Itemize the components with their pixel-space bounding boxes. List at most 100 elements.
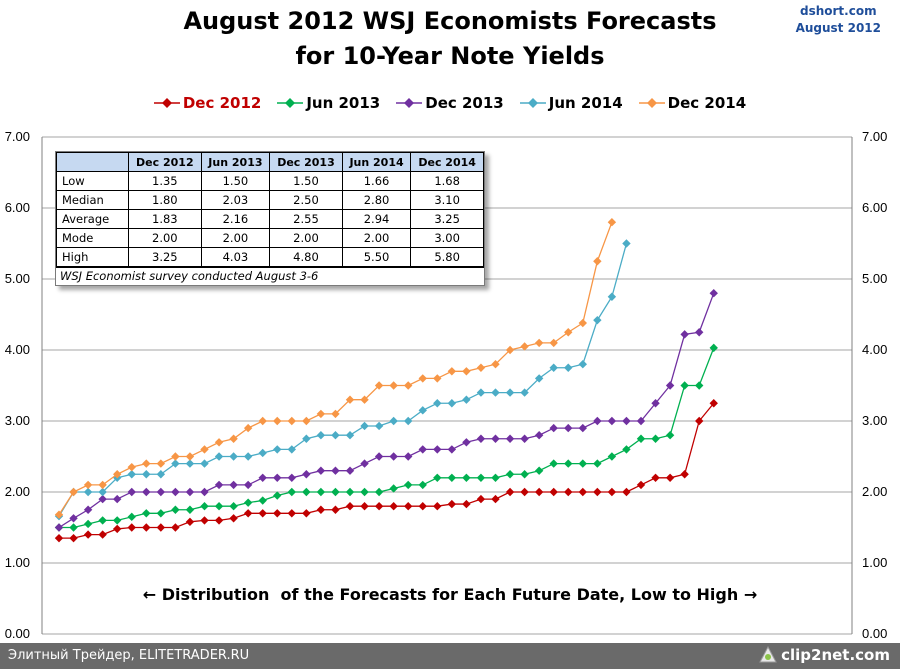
legend-marker-icon — [153, 98, 180, 108]
data-point — [418, 480, 427, 490]
data-point — [243, 423, 253, 433]
data-point — [534, 374, 544, 383]
data-point — [142, 509, 151, 518]
data-point — [491, 494, 500, 504]
data-point — [142, 470, 151, 479]
data-point — [287, 473, 296, 482]
y-tick-label-left: 3.00 — [5, 413, 30, 428]
series-line-dec-2013 — [58, 292, 715, 529]
data-point — [564, 328, 573, 337]
data-point — [607, 218, 617, 227]
clip2net-icon — [759, 646, 777, 663]
stats-cell: 3.10 — [410, 190, 484, 210]
data-point — [69, 487, 78, 497]
data-point — [433, 399, 442, 408]
stats-cell: 2.00 — [341, 228, 412, 248]
chart-plot: 0.00 0.001.00 1.002.00 2.003.00 3.004.00 4.00… — [5, 129, 888, 641]
data-point — [447, 473, 457, 482]
data-point — [665, 473, 675, 482]
y-tick-label-left: 5.00 — [5, 271, 30, 286]
data-point — [345, 466, 355, 475]
stats-cell: 2.00 — [269, 228, 343, 248]
data-point — [156, 523, 166, 532]
data-point — [578, 423, 587, 433]
data-point — [695, 328, 704, 337]
legend-item-dec-2012: Dec 2012 — [153, 94, 261, 112]
data-point — [709, 399, 718, 408]
data-point — [98, 530, 107, 539]
data-point — [389, 416, 398, 426]
data-point — [185, 459, 195, 468]
data-point — [374, 421, 384, 431]
data-point — [185, 487, 195, 497]
stats-cell: 1.80 — [128, 190, 202, 210]
data-point — [185, 452, 195, 461]
data-point — [447, 399, 457, 408]
stats-row-mode: Mode 2.00 2.00 2.00 2.00 3.00 — [56, 228, 484, 248]
data-point — [243, 480, 253, 490]
data-point — [476, 434, 486, 443]
data-point — [214, 502, 224, 511]
stats-row-low: Low 1.35 1.50 1.50 1.66 1.68 — [56, 171, 484, 191]
data-point — [433, 502, 442, 511]
data-point — [520, 434, 529, 443]
y-tick-label-right: 0.00 — [862, 626, 887, 641]
data-point — [258, 473, 267, 482]
data-point — [462, 438, 471, 447]
stats-column-header: Dec 2012 — [128, 152, 202, 172]
data-point — [476, 363, 486, 372]
data-point — [549, 423, 558, 433]
data-point — [709, 289, 718, 298]
y-tick-label-left: 1.00 — [5, 555, 30, 570]
data-point — [243, 498, 253, 507]
y-tick-label-left: 2.00 — [5, 484, 30, 499]
data-point — [229, 502, 238, 511]
data-point — [360, 421, 369, 431]
data-point — [520, 342, 529, 351]
data-point — [549, 459, 558, 468]
data-point — [593, 257, 602, 266]
data-point — [447, 445, 457, 454]
data-point — [622, 416, 631, 426]
data-point — [113, 494, 122, 504]
data-point — [229, 434, 238, 443]
data-point — [54, 510, 64, 519]
data-point — [98, 516, 107, 525]
legend-label: Jun 2014 — [548, 94, 623, 112]
stats-cell: 2.94 — [341, 209, 412, 229]
data-point — [374, 487, 384, 497]
y-tick-label-right: 1.00 — [862, 555, 887, 570]
stats-cell: 2.55 — [269, 209, 343, 229]
data-point — [491, 434, 500, 443]
data-point — [287, 509, 296, 518]
source-date: August 2012 — [795, 21, 881, 35]
data-point — [491, 388, 500, 397]
data-point — [229, 452, 238, 461]
footer-brand[interactable]: clip2net.com — [759, 646, 890, 664]
data-point — [127, 523, 136, 532]
data-point — [418, 406, 427, 415]
footer-site-label: Элитный Трейдер, ELITETRADER.RU — [8, 648, 250, 663]
data-point — [665, 431, 675, 440]
data-point — [709, 343, 718, 353]
data-point — [316, 431, 326, 440]
data-point — [200, 487, 209, 497]
stats-cell: 4.80 — [269, 247, 343, 267]
data-point — [83, 480, 93, 490]
y-tick-label-left: 4.00 — [5, 342, 30, 357]
data-point — [302, 470, 311, 479]
data-point — [505, 345, 515, 355]
forecast-stats-table: Dec 2012 Jun 2013 Dec 2013 Jun 2014 Dec 2014… — [56, 152, 484, 267]
data-point — [273, 509, 282, 518]
data-point — [98, 487, 107, 497]
data-point — [83, 519, 93, 529]
series-line-dec-2012 — [59, 402, 715, 539]
data-point — [433, 445, 442, 454]
data-point — [316, 409, 326, 419]
data-point — [98, 480, 107, 490]
data-point — [564, 487, 573, 497]
data-point — [69, 533, 78, 543]
data-point — [389, 484, 398, 493]
data-point — [229, 514, 238, 523]
stats-column-header: Jun 2013 — [200, 152, 271, 172]
